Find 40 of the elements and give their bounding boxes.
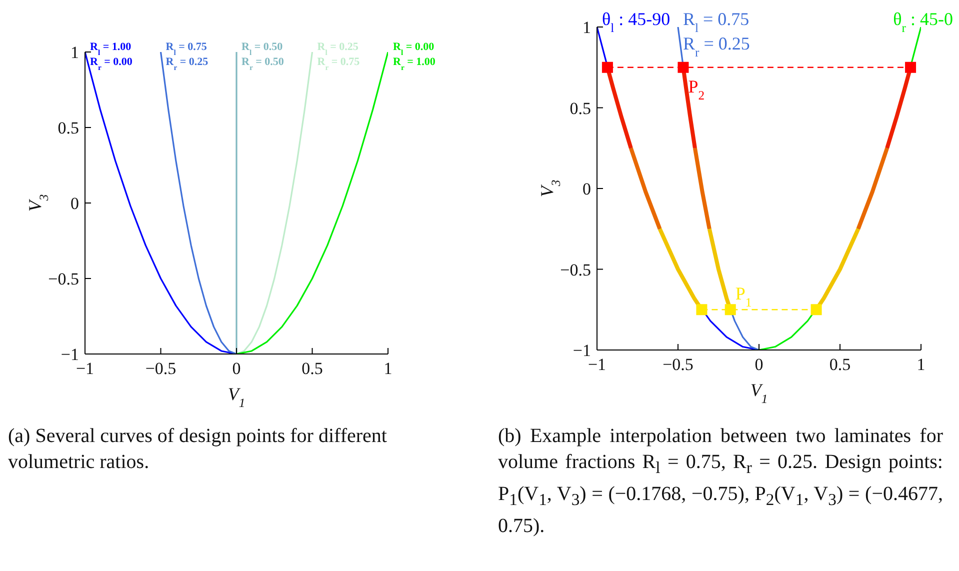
x-tick-label: 0 bbox=[232, 359, 241, 378]
annotation: R$_{r}$ = 0.00 bbox=[90, 56, 133, 72]
y-tick-label: 1 bbox=[70, 43, 79, 62]
y-tick-label: 0 bbox=[582, 180, 591, 198]
x-tick-label: 1 bbox=[916, 355, 926, 374]
line-series bbox=[236, 52, 388, 354]
x-tick-label: 0.5 bbox=[302, 359, 323, 378]
annotation: R$_{l}$ = 0.50 bbox=[242, 41, 284, 56]
y-tick-label: 0.5 bbox=[58, 118, 79, 138]
annotation: R$_{r}$ = 0.25 bbox=[683, 33, 750, 60]
annotation: R$_{l}$ = 0.75 bbox=[683, 9, 750, 35]
y-tick-label: −0.5 bbox=[560, 260, 591, 280]
line-series bbox=[160, 52, 238, 354]
x-tick-label: −0.5 bbox=[662, 355, 694, 374]
annotation: R$_{l}$ = 0.00 bbox=[393, 41, 435, 56]
annotation: R$_{l}$ = 0.25 bbox=[317, 41, 359, 56]
annotation: P$_{1}$ bbox=[735, 284, 752, 310]
x-tick-label: 0.5 bbox=[829, 355, 851, 374]
annotation: θ$_{l}$ : 45-90 bbox=[602, 9, 670, 35]
annotation: R$_{r}$ = 1.00 bbox=[393, 56, 436, 72]
line-series bbox=[236, 52, 314, 354]
annotation: R$_{l}$ = 0.75 bbox=[166, 41, 208, 56]
annotation: R$_{l}$ = 1.00 bbox=[90, 41, 132, 56]
x-tick-label: −0.5 bbox=[145, 359, 176, 378]
y-tick-label: −1 bbox=[572, 341, 591, 360]
annotation: θ$_{r}$ : 45-0 bbox=[893, 9, 953, 35]
text: (a) Several curves of design points for different volumetric ratios. bbox=[8, 424, 388, 475]
y-tick-label: 0.5 bbox=[570, 98, 591, 118]
text: (b) Example interpolation between two laminates for volume fractions R$_{l}$ = 0.75, R$_{r}$ = 0.25. Design points: P$_{1}$(V$_{1}$, V$_{3}$) = (−0.1768, −0.75), P$_{2}$(V$_{1}$, V$_{3}$) = (−0.4677, 0.75). bbox=[498, 425, 943, 537]
y-tick-label: −0.5 bbox=[48, 270, 79, 288]
y-tick-label: 1 bbox=[582, 18, 591, 37]
x-tick-label: 1 bbox=[384, 359, 392, 378]
annotation: R$_{r}$ = 0.75 bbox=[317, 56, 360, 72]
x-axis-title: V$_{1}$ bbox=[228, 384, 246, 410]
annotation: R$_{r}$ = 0.25 bbox=[166, 56, 209, 72]
annotation: R$_{r}$ = 0.50 bbox=[242, 56, 284, 72]
x-axis-title: V$_{1}$ bbox=[750, 380, 768, 406]
x-tick-label: 0 bbox=[754, 355, 764, 374]
y-tick-label: 0 bbox=[70, 194, 79, 213]
annotation: P$_{2}$ bbox=[688, 76, 705, 102]
